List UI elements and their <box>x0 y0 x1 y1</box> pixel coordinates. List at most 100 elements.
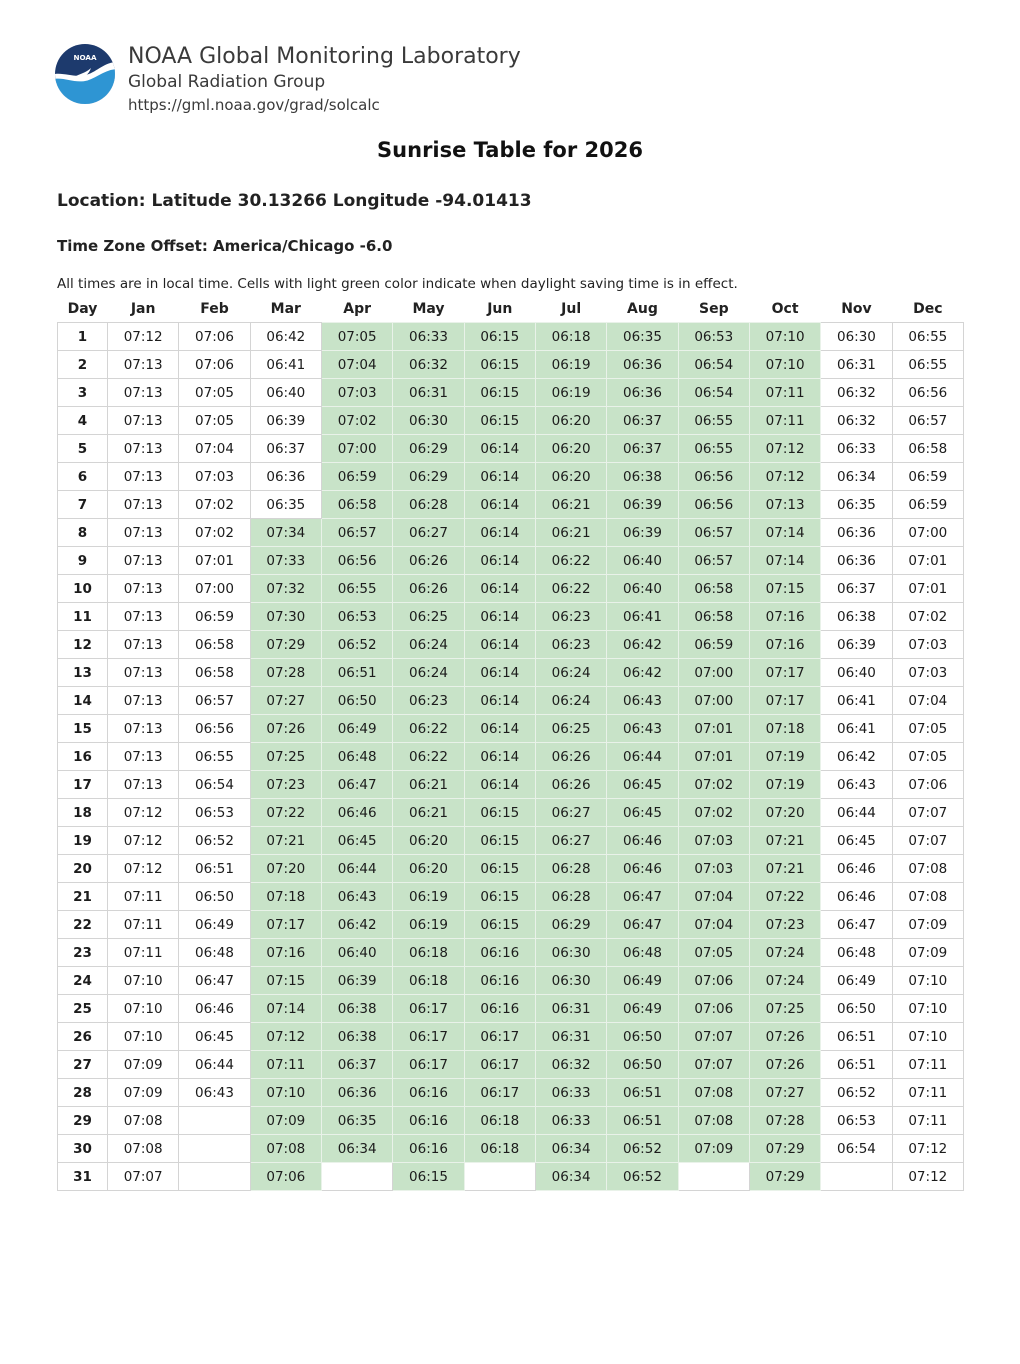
time-cell: 07:21 <box>748 854 822 884</box>
time-cell: 06:14 <box>463 434 536 464</box>
time-cell: 06:15 <box>463 882 536 912</box>
time-cell: 06:17 <box>463 1078 536 1108</box>
time-cell: 06:15 <box>463 322 536 352</box>
time-cell: 06:48 <box>320 742 394 772</box>
table-row: 20 07:12 06:51 07:20 06:44 06:20 06:15 06:28 06:… <box>57 854 965 884</box>
time-cell: 07:13 <box>106 686 180 716</box>
time-cell: 07:05 <box>178 406 251 436</box>
column-header-jan: Jan <box>130 300 156 317</box>
time-cell: 07:13 <box>106 406 180 436</box>
solcalc-url: https://gml.noaa.gov/grad/solcalc <box>128 96 380 115</box>
time-cell: 06:39 <box>606 490 679 520</box>
time-cell: 07:23 <box>748 910 822 940</box>
day-cell: 7 <box>57 490 108 520</box>
time-cell: 06:35 <box>606 322 679 352</box>
time-cell: 06:33 <box>820 434 893 464</box>
time-cell: 07:09 <box>891 910 965 940</box>
time-cell: 07:11 <box>891 1106 965 1136</box>
time-cell: 06:19 <box>534 378 608 408</box>
time-cell: 06:20 <box>392 854 465 884</box>
time-cell: 06:22 <box>534 574 608 604</box>
column-header-day: Day <box>67 300 98 317</box>
time-cell: 06:34 <box>534 1134 608 1164</box>
time-cell: 06:14 <box>463 602 536 632</box>
time-cell: 07:12 <box>891 1162 965 1192</box>
time-cell: 06:14 <box>463 714 536 744</box>
table-row: 10 07:13 07:00 07:32 06:55 06:26 06:14 06:22 06:… <box>57 574 965 604</box>
time-cell <box>178 1134 251 1164</box>
time-cell: 07:21 <box>249 826 322 856</box>
time-cell: 07:12 <box>748 462 822 492</box>
column-header-jul: Jul <box>561 300 582 317</box>
table-row: 14 07:13 06:57 07:27 06:50 06:23 06:14 06:24 06:… <box>57 686 965 716</box>
time-cell: 07:06 <box>178 350 251 380</box>
day-cell: 30 <box>57 1134 108 1164</box>
time-cell: 06:20 <box>534 406 608 436</box>
time-cell: 06:40 <box>820 658 893 688</box>
time-cell: 06:14 <box>463 686 536 716</box>
time-cell: 06:51 <box>178 854 251 884</box>
time-cell: 07:17 <box>748 686 822 716</box>
time-cell: 06:14 <box>463 770 536 800</box>
time-cell: 07:24 <box>748 966 822 996</box>
noaa-logo: NOAA <box>55 44 115 104</box>
time-cell: 07:13 <box>106 434 180 464</box>
time-cell: 07:22 <box>249 798 322 828</box>
time-cell: 06:36 <box>820 518 893 548</box>
time-cell: 07:13 <box>106 714 180 744</box>
time-cell: 07:17 <box>249 910 322 940</box>
time-cell: 06:55 <box>677 434 750 464</box>
time-cell: 07:13 <box>106 742 180 772</box>
time-cell: 06:16 <box>392 1134 465 1164</box>
time-cell: 07:11 <box>748 378 822 408</box>
time-cell: 07:13 <box>106 546 180 576</box>
day-cell: 22 <box>57 910 108 940</box>
table-row: 4 07:13 07:05 06:39 07:02 06:30 06:15 06:20 06:3… <box>57 406 965 436</box>
table-row: 18 07:12 06:53 07:22 06:46 06:21 06:15 06:27 06:… <box>57 798 965 828</box>
time-cell: 06:39 <box>320 966 394 996</box>
time-cell: 06:36 <box>606 350 679 380</box>
time-cell: 06:59 <box>891 462 965 492</box>
time-cell: 06:17 <box>463 1050 536 1080</box>
time-cell: 07:16 <box>748 602 822 632</box>
time-cell: 07:26 <box>748 1050 822 1080</box>
time-cell: 06:46 <box>320 798 394 828</box>
time-cell: 06:15 <box>463 798 536 828</box>
time-cell: 06:20 <box>534 462 608 492</box>
time-cell: 06:45 <box>178 1022 251 1052</box>
time-cell: 07:01 <box>677 714 750 744</box>
time-cell: 07:08 <box>106 1106 180 1136</box>
day-cell: 9 <box>57 546 108 576</box>
time-cell: 07:33 <box>249 546 322 576</box>
time-cell: 07:01 <box>891 574 965 604</box>
day-cell: 10 <box>57 574 108 604</box>
time-cell: 07:09 <box>677 1134 750 1164</box>
time-cell: 06:49 <box>606 966 679 996</box>
time-cell: 06:57 <box>677 546 750 576</box>
time-cell: 07:06 <box>178 322 251 352</box>
time-cell: 06:17 <box>392 1050 465 1080</box>
time-cell: 06:31 <box>534 1022 608 1052</box>
time-cell: 06:23 <box>534 602 608 632</box>
table-row: 29 07:08 07:09 06:35 06:16 06:18 06:33 06:51 07:… <box>57 1106 965 1136</box>
day-cell: 17 <box>57 770 108 800</box>
time-cell: 06:30 <box>534 966 608 996</box>
time-cell: 06:15 <box>463 826 536 856</box>
time-cell: 07:34 <box>249 518 322 548</box>
time-cell: 06:33 <box>534 1078 608 1108</box>
time-cell: 07:12 <box>106 854 180 884</box>
time-cell: 06:44 <box>178 1050 251 1080</box>
time-cell: 07:10 <box>891 1022 965 1052</box>
time-cell: 07:13 <box>106 378 180 408</box>
time-cell: 06:49 <box>178 910 251 940</box>
time-cell: 06:47 <box>820 910 893 940</box>
time-cell: 06:55 <box>178 742 251 772</box>
time-cell: 07:08 <box>891 854 965 884</box>
time-cell: 06:17 <box>392 1022 465 1052</box>
time-cell: 06:35 <box>820 490 893 520</box>
time-cell: 07:01 <box>891 546 965 576</box>
time-cell: 07:18 <box>748 714 822 744</box>
time-cell: 06:37 <box>320 1050 394 1080</box>
time-cell: 07:25 <box>249 742 322 772</box>
time-cell: 07:03 <box>677 826 750 856</box>
